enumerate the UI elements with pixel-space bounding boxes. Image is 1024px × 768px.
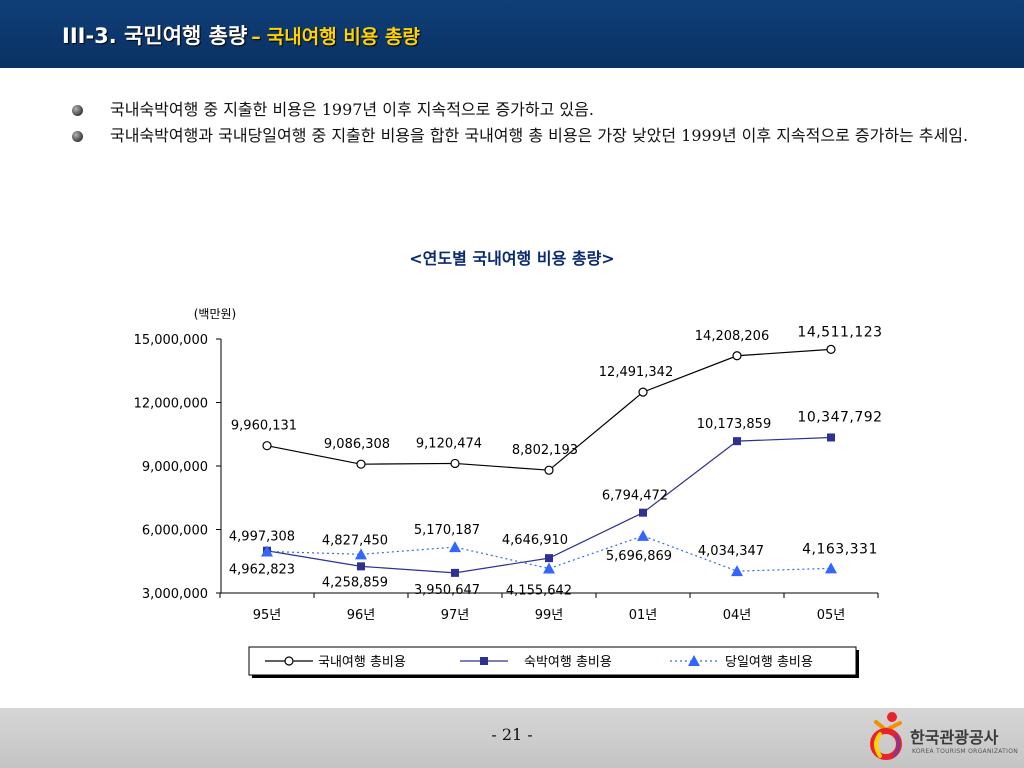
x-tick-label: 04년 [723, 608, 752, 623]
data-point-3 [355, 548, 367, 560]
data-label: 9,960,131 [231, 419, 297, 434]
data-label: 4,962,823 [229, 562, 295, 577]
y-tick-label: 6,000,000 [142, 524, 208, 539]
bullet-text: 국내숙박여행 중 지출한 비용은 1997년 이후 지속적으로 증가하고 있음. [110, 100, 594, 119]
y-tick-label: 9,000,000 [142, 460, 208, 475]
chart-title: <연도별 국내여행 비용 총량> [409, 249, 615, 268]
data-point-3 [731, 565, 743, 577]
data-label: 4,827,450 [322, 533, 388, 548]
company-logo: 한국관광공사 KOREA TOURISM ORGANIZATION [866, 710, 1019, 764]
footer-bar [0, 708, 1024, 768]
y-tick-label: 12,000,000 [134, 397, 208, 412]
data-label: 4,155,642 [506, 584, 572, 599]
data-point-2 [545, 554, 553, 563]
data-point-3 [825, 562, 837, 574]
title-main: III-3. 국민여행 총량 [62, 24, 248, 48]
x-tick-label: 97년 [441, 608, 470, 623]
y-axis-unit: (백만원) [194, 307, 236, 321]
logo-emblem-icon [870, 712, 902, 760]
data-point-2 [357, 562, 365, 571]
data-point-3 [449, 541, 461, 553]
data-label: 4,163,331 [802, 541, 878, 557]
legend-label: 숙박여행 총비용 [524, 654, 612, 670]
data-label: 10,347,792 [797, 409, 882, 425]
page-number: - 21 - [491, 725, 533, 744]
legend-marker-icon [480, 657, 488, 665]
data-point-2 [827, 433, 835, 442]
x-tick-label: 99년 [535, 608, 564, 623]
data-label: 4,034,347 [698, 544, 764, 559]
data-label: 4,646,910 [502, 533, 568, 548]
data-label: 5,170,187 [414, 523, 480, 538]
data-point-2 [639, 508, 647, 517]
data-point-1 [262, 441, 272, 451]
data-label: 14,511,123 [797, 324, 882, 340]
title-dash: – [251, 26, 261, 48]
data-point-3 [543, 562, 555, 574]
legend-marker-icon [284, 656, 294, 666]
data-point-2 [733, 437, 741, 446]
legend-label: 당일여행 총비용 [725, 654, 813, 670]
data-label: 4,258,859 [322, 575, 388, 590]
legend-marker-icon [688, 655, 700, 666]
data-label: 10,173,859 [697, 417, 771, 432]
bullet-icon [72, 105, 83, 116]
data-label: 9,120,474 [416, 436, 482, 451]
data-label: 14,208,206 [695, 329, 769, 344]
x-tick-label: 96년 [347, 608, 376, 623]
data-point-3 [637, 529, 649, 541]
header-bar: III-3. 국민여행 총량 – 국내여행 비용 총량 [0, 0, 1024, 68]
data-label: 12,491,342 [599, 365, 673, 380]
data-point-1 [450, 458, 460, 469]
y-tick-label: 15,000,000 [134, 333, 208, 348]
bullet-text: 국내숙박여행과 국내당일여행 중 지출한 비용을 합한 국내여행 총 비용은 가… [110, 126, 969, 145]
x-tick-label: 01년 [629, 608, 658, 623]
bullet-item: 국내숙박여행과 국내당일여행 중 지출한 비용을 합한 국내여행 총 비용은 가… [72, 124, 972, 148]
data-point-1 [826, 344, 836, 354]
data-point-1 [638, 387, 648, 397]
data-label: 3,950,647 [414, 583, 480, 598]
bullet-item: 국내숙박여행 중 지출한 비용은 1997년 이후 지속적으로 증가하고 있음. [72, 98, 972, 122]
legend-label: 국내여행 총비용 [318, 654, 406, 670]
logo-subtext: KOREA TOURISM ORGANIZATION [912, 748, 1019, 755]
slide-title: III-3. 국민여행 총량 – 국내여행 비용 총량 [62, 20, 420, 50]
data-point-1 [544, 465, 554, 475]
data-point-1 [356, 459, 366, 469]
data-label: 5,696,869 [606, 549, 672, 564]
data-label: 8,802,193 [512, 443, 578, 458]
data-point-1 [732, 351, 742, 361]
bullet-icon [72, 131, 83, 142]
x-tick-label: 05년 [817, 608, 846, 623]
data-label: 9,086,308 [324, 437, 390, 452]
data-point-3 [261, 545, 273, 557]
bullet-list: 국내숙박여행 중 지출한 비용은 1997년 이후 지속적으로 증가하고 있음.… [72, 98, 972, 148]
data-point-2 [451, 568, 459, 577]
data-label: 6,794,472 [602, 489, 668, 504]
data-label: 4,997,308 [229, 530, 295, 545]
x-tick-label: 95년 [253, 608, 282, 623]
title-subtitle: 국내여행 비용 총량 [266, 26, 420, 48]
logo-name: 한국관광공사 [910, 728, 999, 747]
y-tick-label: 3,000,000 [142, 587, 208, 602]
chart-legend [248, 646, 857, 676]
line-chart: 3,000,000 6,000,000 9,000,000 12,000,000 15,… [134, 307, 882, 678]
